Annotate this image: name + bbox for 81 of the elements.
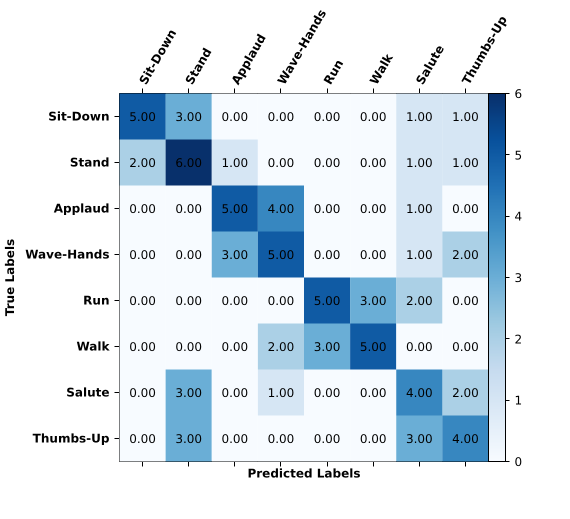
y-tick-label: Salute — [66, 386, 110, 400]
data-label: 0.00 — [360, 432, 387, 446]
y-tick-label: Walk — [76, 340, 111, 354]
data-label: 0.00 — [129, 248, 156, 262]
data-label: 1.00 — [406, 110, 433, 124]
data-label: 5.00 — [314, 294, 340, 308]
data-label: 1.00 — [406, 248, 433, 262]
data-label: 0.00 — [314, 386, 340, 400]
data-label: 3.00 — [360, 294, 387, 308]
y-axis-title: True Labels — [3, 238, 18, 316]
data-label: 4.00 — [268, 202, 294, 216]
data-label: 0.00 — [360, 202, 387, 216]
data-label: 0.00 — [452, 202, 479, 216]
color-bar-label: 3 — [514, 271, 522, 285]
data-label: 0.00 — [129, 202, 156, 216]
data-label: 0.00 — [129, 294, 156, 308]
data-label: 2.00 — [452, 386, 479, 400]
data-label: 3.00 — [175, 110, 202, 124]
data-label: 2.00 — [406, 294, 433, 308]
data-label: 0.00 — [129, 386, 156, 400]
data-label: 0.00 — [406, 340, 433, 354]
data-label: 1.00 — [268, 386, 294, 400]
data-label: 3.00 — [406, 432, 433, 446]
data-label: 0.00 — [314, 248, 340, 262]
data-label: 2.00 — [129, 156, 156, 170]
data-label: 5.00 — [268, 248, 294, 262]
data-label: 0.00 — [221, 386, 248, 400]
data-label: 3.00 — [175, 386, 202, 400]
data-label: 1.00 — [452, 110, 479, 124]
data-label: 0.00 — [314, 432, 340, 446]
data-label: 0.00 — [360, 156, 387, 170]
data-label: 0.00 — [314, 202, 340, 216]
data-label: 6.00 — [175, 156, 202, 170]
data-label: 1.00 — [221, 156, 248, 170]
data-label: 4.00 — [452, 432, 479, 446]
data-label: 2.00 — [268, 340, 294, 354]
data-label: 0.00 — [221, 432, 248, 446]
data-label: 0.00 — [452, 294, 479, 308]
data-label: 0.00 — [360, 248, 387, 262]
y-tick-label: Stand — [70, 156, 110, 170]
data-label: 4.00 — [406, 386, 433, 400]
data-label: 3.00 — [221, 248, 248, 262]
data-label: 1.00 — [406, 202, 433, 216]
data-label: 2.00 — [452, 248, 479, 262]
data-label: 0.00 — [314, 156, 340, 170]
data-label: 0.00 — [175, 340, 202, 354]
data-label: 0.00 — [175, 248, 202, 262]
color-bar-label: 4 — [514, 210, 522, 224]
data-label: 0.00 — [221, 340, 248, 354]
color-bar-label: 2 — [514, 332, 522, 346]
data-label: 0.00 — [360, 110, 387, 124]
color-bar-label: 6 — [514, 87, 522, 101]
color-bar-label: 1 — [514, 394, 522, 408]
data-label: 0.00 — [175, 294, 202, 308]
data-label: 0.00 — [175, 202, 202, 216]
data-label: 3.00 — [314, 340, 340, 354]
data-label: 1.00 — [406, 156, 433, 170]
data-label: 0.00 — [268, 432, 294, 446]
data-label: 0.00 — [129, 340, 156, 354]
data-label: 0.00 — [452, 340, 479, 354]
data-label: 0.00 — [268, 110, 294, 124]
y-tick-label: Sit-Down — [48, 110, 110, 124]
data-label: 0.00 — [314, 110, 340, 124]
color-bar-label: 0 — [514, 455, 522, 469]
data-label: 5.00 — [129, 110, 156, 124]
data-label: 0.00 — [221, 294, 248, 308]
y-tick-label: Run — [83, 294, 110, 308]
data-label: 0.00 — [221, 110, 248, 124]
data-label: 0.00 — [129, 432, 156, 446]
color-bar-label: 5 — [514, 148, 522, 162]
y-tick-label: Wave-Hands — [25, 248, 110, 262]
data-label: 5.00 — [360, 340, 387, 354]
data-label: 0.00 — [268, 294, 294, 308]
data-label: 5.00 — [221, 202, 248, 216]
data-label: 0.00 — [268, 156, 294, 170]
data-label: 3.00 — [175, 432, 202, 446]
y-tick-label: Applaud — [54, 202, 110, 216]
data-label: 1.00 — [452, 156, 479, 170]
x-axis-title: Predicted Labels — [247, 466, 361, 480]
y-tick-label: Thumbs-Up — [32, 432, 110, 446]
data-label: 0.00 — [360, 386, 387, 400]
